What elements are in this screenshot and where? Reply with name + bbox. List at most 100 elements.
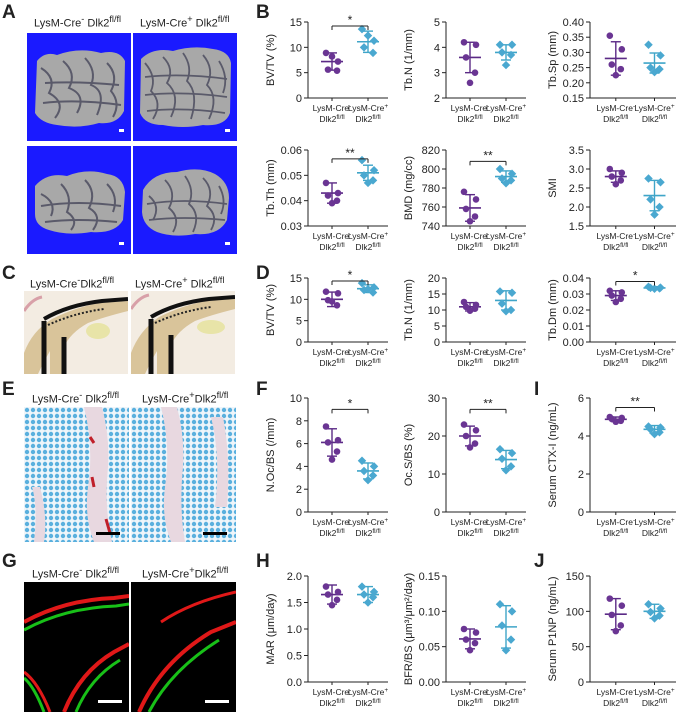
x-group-genotype: Dlk2fl/fl: [603, 528, 629, 538]
data-point-ko: [322, 288, 330, 295]
y-tick-label: 0.00: [419, 677, 440, 689]
x-group-genotype: Dlk2fl/fl: [603, 358, 629, 368]
x-group-label: LysM-Cre-: [596, 347, 635, 357]
significance-marker: **: [483, 396, 493, 410]
data-point-ctrl: [501, 179, 511, 188]
x-group-genotype: Dlk2fl/fl: [642, 242, 668, 252]
data-point-ctrl: [507, 607, 517, 616]
chart-tbn-microct: 2 3 4 5 Tb.N (1/mm) LysM-Cre-Dlk2fl/flLysM-Cr…: [403, 17, 526, 124]
x-group-genotype: Dlk2fl/fl: [457, 698, 483, 708]
y-tick-label: 740: [422, 221, 440, 233]
y-tick-label: 8: [296, 416, 302, 428]
y-tick-label: 0: [578, 677, 584, 689]
significance-marker: *: [633, 269, 638, 283]
y-tick-label: 0.0: [287, 677, 302, 689]
data-point-ctrl: [363, 598, 373, 607]
data-point-ko: [333, 302, 341, 309]
data-point-ko: [466, 646, 474, 654]
data-point-ko: [472, 427, 480, 434]
y-tick-label: 0: [578, 507, 584, 519]
y-axis-label: Tb.Th (mm): [265, 159, 277, 216]
y-tick-label: 0.01: [563, 321, 584, 333]
y-tick-label: 3: [434, 68, 440, 80]
image-label-c-left: LysM-Cre-Dlk2fl/fl: [30, 275, 115, 291]
data-point-ctrl: [369, 462, 379, 471]
chart-noc-bs: 0 2 4 6 8 10 N.Oc/BS (/mm) LysM-Cre-Dlk2fl/flLy…: [265, 393, 388, 538]
data-point-ctrl: [644, 40, 653, 50]
x-group-genotype: Dlk2fl/fl: [603, 698, 629, 708]
panel-letter-h: H: [256, 551, 270, 572]
data-point-ctrl: [363, 178, 373, 188]
data-point-ko: [618, 602, 626, 609]
data-point-ko: [324, 192, 332, 199]
x-group-label: LysM-Cre+: [634, 687, 675, 697]
y-tick-label: 30: [428, 393, 440, 405]
y-tick-label: 0.03: [563, 289, 584, 301]
data-point-ko: [612, 298, 620, 306]
x-group-label: LysM-Cre+: [348, 103, 389, 113]
x-group-label: LysM-Cre-: [313, 687, 352, 697]
x-group-genotype: Dlk2fl/fl: [642, 114, 668, 124]
data-point-ko: [334, 436, 342, 444]
y-axis-label: BV/TV (%): [265, 284, 277, 336]
image-label-g-right: LysM-Cre+Dlk2fl/fl: [142, 565, 229, 581]
data-point-ctrl: [501, 307, 511, 316]
x-group-label: LysM-Cre+: [634, 517, 675, 527]
data-point-ctrl: [497, 454, 507, 464]
y-tick-label: 0.25: [563, 63, 584, 75]
image-label-a-right: LysM-Cre+ Dlk2fl/fl: [140, 14, 230, 30]
x-group-label: LysM-Cre+: [486, 517, 527, 527]
x-group-genotype: Dlk2fl/fl: [355, 528, 381, 538]
microct-image-ko-top: [27, 33, 131, 141]
data-point-ctrl: [650, 210, 659, 219]
y-tick-label: 0.15: [563, 93, 584, 105]
x-group-genotype: Dlk2fl/fl: [493, 242, 519, 252]
y-tick-label: 0.5: [287, 651, 302, 663]
x-group-label: LysM-Cre+: [634, 347, 675, 357]
y-tick-label: 6: [296, 439, 302, 451]
data-point-ctrl: [501, 465, 511, 475]
significance-marker: **: [345, 146, 355, 160]
x-group-label: LysM-Cre+: [348, 347, 389, 357]
x-group-label: LysM-Cre-: [313, 231, 352, 241]
chart-bvtv-microct: 0 5 10 15 BV/TV (%) LysM-Cre-Dlk2fl/flLysM-Cr…: [265, 13, 389, 124]
image-label-a-left: LysM-Cre- Dlk2fl/fl: [34, 14, 122, 30]
data-point-ko: [617, 177, 625, 184]
x-group-genotype: Dlk2fl/fl: [355, 358, 381, 368]
y-tick-label: 10: [290, 393, 302, 405]
data-point-ko: [334, 290, 342, 297]
x-group-label: LysM-Cre-: [451, 347, 490, 357]
data-point-ctrl: [655, 202, 664, 212]
x-group-genotype: Dlk2fl/fl: [603, 114, 629, 124]
image-label-e-right: LysM-Cre+Dlk2fl/fl: [142, 390, 229, 406]
x-group-label: LysM-Cre-: [313, 103, 352, 113]
y-tick-label: 15: [290, 273, 302, 285]
fluorescence-image-ctrl: [131, 582, 236, 712]
y-axis-label: Tb.N (1/mm): [403, 29, 415, 91]
x-group-genotype: Dlk2fl/fl: [319, 358, 345, 368]
panel-letter-f: F: [256, 379, 268, 400]
y-axis-label: Serum P1NP (ng/mL): [547, 577, 559, 682]
microct-image-ctrl-top: [133, 33, 237, 141]
x-group-genotype: Dlk2fl/fl: [457, 528, 483, 538]
y-tick-label: 0.30: [563, 47, 584, 59]
data-point-ko: [460, 421, 468, 428]
data-point-ko: [466, 307, 474, 314]
y-axis-label: Oc.S/BS (%): [403, 424, 415, 486]
image-label-g-left: LysM-Cre- Dlk2fl/fl: [32, 565, 120, 581]
data-point-ko: [617, 417, 625, 425]
x-group-label: LysM-Cre+: [486, 231, 527, 241]
data-point-ko: [462, 54, 470, 61]
y-tick-label: 0.40: [563, 17, 584, 29]
y-tick-label: 2: [578, 469, 584, 481]
data-point-ko: [608, 611, 616, 619]
data-point-ko: [462, 205, 470, 213]
x-group-label: LysM-Cre+: [634, 231, 675, 241]
data-point-ctrl: [646, 607, 655, 617]
data-point-ctrl: [359, 466, 369, 476]
y-tick-label: 1.0: [287, 624, 302, 636]
data-point-ctrl: [506, 635, 516, 644]
panel-letter-j: J: [534, 551, 545, 572]
histology-image-ctrl: [131, 291, 235, 374]
